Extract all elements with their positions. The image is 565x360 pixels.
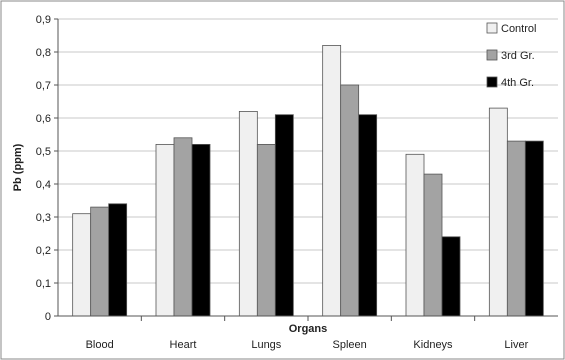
legend-swatch: [486, 76, 498, 88]
bar-kidneys-3: [441, 236, 461, 317]
y-tick-labels: 0 0,1 0,2 0,3 0,4 0,5 0,6 0,7 0,8 0,9: [36, 14, 51, 323]
x-tick-label: Kidneys: [413, 339, 453, 351]
bar-blood-3: [108, 203, 128, 317]
y-tick-label: 0,4: [36, 179, 51, 191]
bar-lungs-2: [256, 143, 276, 317]
bar-blood-2: [90, 206, 110, 317]
bar-kidneys-1: [405, 153, 425, 317]
legend-label: 3rd Gr.: [501, 50, 535, 62]
bar-kidneys-2: [423, 173, 443, 317]
x-tick-label: Lungs: [251, 339, 281, 351]
y-tick-label: 0,3: [36, 212, 51, 224]
bar-heart-2: [173, 137, 193, 317]
y-tick-label: 0,1: [36, 278, 51, 290]
y-tick-label: 0,2: [36, 245, 51, 257]
bar-spleen-1: [322, 45, 342, 317]
y-axis-label: Pb (ppm): [12, 143, 24, 191]
bar-lungs-3: [274, 114, 294, 317]
bars: [72, 45, 544, 317]
axes: [57, 19, 558, 321]
bar-spleen-2: [340, 84, 360, 317]
x-tick-label: Blood: [86, 339, 114, 351]
y-tick-label: 0: [45, 311, 51, 323]
bar-liver-3: [524, 140, 544, 317]
x-tick-label: Spleen: [333, 339, 367, 351]
bar-liver-2: [506, 140, 526, 317]
x-tick-labels: Blood Heart Lungs Spleen Kidneys Liver: [86, 339, 529, 351]
y-tick-label: 0,6: [36, 113, 51, 125]
bar-spleen-3: [358, 114, 378, 317]
legend-label: Control: [501, 23, 536, 35]
bar-heart-3: [191, 143, 211, 317]
y-tick-label: 0,5: [36, 146, 51, 158]
bar-blood-1: [72, 213, 92, 317]
legend-swatch: [486, 22, 498, 34]
legend-swatch: [486, 49, 498, 61]
legend: Control 3rd Gr. 4th Gr.: [486, 22, 536, 89]
y-tick-label: 0,9: [36, 14, 51, 26]
x-tick-label: Heart: [170, 339, 197, 351]
y-tick-label: 0,8: [36, 47, 51, 59]
bar-lungs-1: [238, 111, 258, 317]
x-tick-label: Liver: [504, 339, 528, 351]
x-axis-label: Organs: [289, 323, 328, 335]
y-tick-label: 0,7: [36, 80, 51, 92]
bar-liver-1: [488, 107, 508, 317]
gridlines: [54, 18, 558, 317]
legend-label: 4th Gr.: [501, 77, 534, 89]
bar-heart-1: [155, 143, 175, 317]
